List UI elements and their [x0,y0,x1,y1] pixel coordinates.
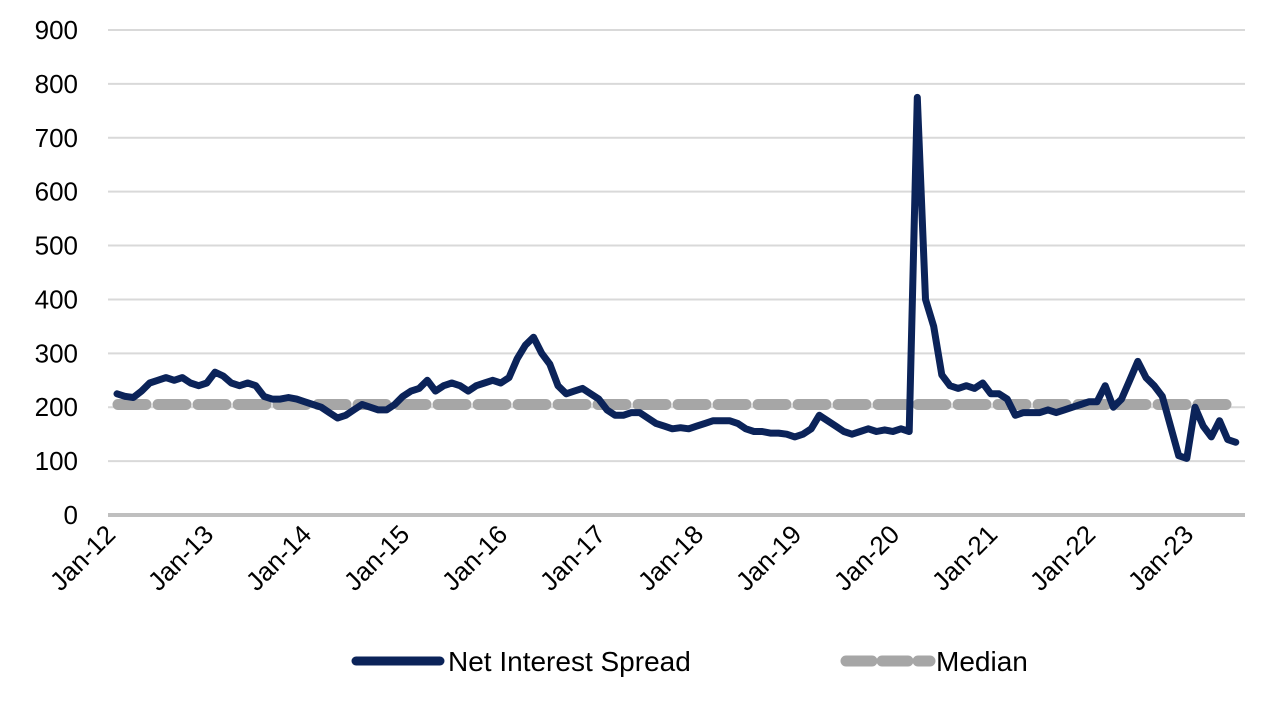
legend-label-median: Median [936,646,1028,677]
legend: Net Interest Spread Median [351,646,1028,677]
y-tick-label: 100 [35,446,78,476]
x-tick-label: Jan-12 [44,519,121,596]
x-tick-label: Jan-18 [632,519,709,596]
y-tick-label: 400 [35,284,78,314]
y-tick-label: 500 [35,231,78,261]
x-tick-label: Jan-16 [436,519,513,596]
x-tick-label: Jan-13 [142,519,219,596]
x-tick-label: Jan-15 [338,519,415,596]
y-tick-label: 200 [35,392,78,422]
y-axis-ticks: 0 100 200 300 400 500 600 700 800 900 [35,15,78,530]
legend-label-net-interest-spread: Net Interest Spread [448,646,691,677]
x-tick-label: Jan-21 [926,519,1003,596]
y-tick-label: 300 [35,338,78,368]
x-axis-ticks: Jan-12 Jan-13 Jan-14 Jan-15 Jan-16 Jan-17 Jan-… [44,519,1199,596]
x-tick-label: Jan-22 [1024,519,1101,596]
y-tick-label: 700 [35,123,78,153]
x-tick-label: Jan-19 [730,519,807,596]
y-tick-label: 0 [64,500,78,530]
y-tick-label: 800 [35,69,78,99]
x-tick-label: Jan-14 [240,519,317,596]
net-interest-spread-line [113,93,1240,462]
x-tick-label: Jan-23 [1122,519,1199,596]
y-tick-label: 900 [35,15,78,45]
x-tick-label: Jan-17 [534,519,611,596]
y-tick-label: 600 [35,177,78,207]
x-tick-label: Jan-20 [828,519,905,596]
